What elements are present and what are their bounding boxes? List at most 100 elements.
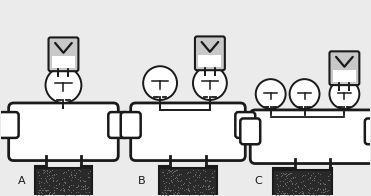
Point bbox=[167, 169, 173, 172]
Point bbox=[75, 177, 81, 180]
Point bbox=[295, 185, 301, 188]
Point bbox=[305, 188, 311, 191]
Point bbox=[60, 186, 66, 189]
Point bbox=[292, 189, 298, 192]
Point bbox=[192, 183, 198, 186]
Point bbox=[322, 182, 328, 185]
Point bbox=[86, 193, 92, 196]
Point bbox=[79, 188, 85, 191]
Point bbox=[78, 184, 83, 187]
Point bbox=[77, 179, 83, 182]
Point bbox=[44, 175, 50, 178]
Point bbox=[299, 189, 305, 192]
Point bbox=[177, 180, 183, 183]
Point bbox=[283, 191, 289, 194]
Bar bbox=[198, 55, 221, 67]
Point bbox=[75, 195, 81, 196]
Point bbox=[277, 195, 283, 196]
Point bbox=[161, 184, 167, 188]
Bar bbox=[273, 171, 332, 196]
Point bbox=[86, 169, 92, 172]
Point bbox=[176, 172, 182, 175]
Point bbox=[82, 180, 88, 183]
Point bbox=[210, 176, 216, 179]
Point bbox=[175, 185, 181, 188]
Point bbox=[61, 177, 67, 180]
Point bbox=[46, 177, 52, 180]
Point bbox=[175, 180, 181, 183]
Point bbox=[299, 192, 305, 195]
Point bbox=[36, 171, 42, 174]
Point bbox=[175, 173, 181, 177]
Point bbox=[170, 170, 176, 173]
Point bbox=[201, 192, 207, 196]
Point bbox=[197, 186, 203, 189]
Point bbox=[186, 181, 192, 184]
Point bbox=[174, 169, 180, 172]
Point bbox=[312, 193, 318, 196]
Point bbox=[308, 173, 313, 176]
Point bbox=[208, 194, 214, 196]
Point bbox=[165, 169, 171, 172]
Point bbox=[181, 189, 187, 192]
Point bbox=[307, 176, 313, 180]
Point bbox=[307, 193, 313, 196]
Point bbox=[209, 175, 215, 178]
Point bbox=[169, 169, 175, 172]
Point bbox=[77, 175, 83, 179]
Point bbox=[83, 191, 89, 194]
Point bbox=[170, 188, 175, 191]
Point bbox=[36, 188, 42, 191]
Point bbox=[311, 179, 317, 182]
Point bbox=[311, 176, 317, 180]
Point bbox=[197, 194, 203, 196]
Point bbox=[50, 177, 56, 180]
Point bbox=[300, 174, 306, 177]
Point bbox=[158, 193, 164, 196]
Point bbox=[61, 189, 67, 192]
Point bbox=[209, 172, 215, 175]
Point bbox=[75, 184, 81, 187]
Point bbox=[51, 188, 57, 191]
Point bbox=[53, 173, 59, 176]
Point bbox=[39, 192, 45, 195]
FancyBboxPatch shape bbox=[121, 112, 141, 138]
Point bbox=[206, 185, 212, 188]
Point bbox=[71, 169, 77, 172]
Point bbox=[273, 193, 279, 196]
Point bbox=[305, 171, 311, 174]
Point bbox=[66, 188, 72, 191]
Point bbox=[274, 174, 280, 177]
Point bbox=[47, 169, 53, 172]
Point bbox=[45, 188, 51, 191]
Point bbox=[281, 172, 287, 175]
Point bbox=[306, 188, 312, 191]
Point bbox=[274, 194, 280, 196]
Point bbox=[44, 169, 50, 172]
Point bbox=[315, 180, 321, 183]
Point bbox=[292, 176, 298, 179]
Point bbox=[160, 191, 166, 194]
Point bbox=[321, 182, 327, 185]
Point bbox=[164, 193, 170, 196]
Point bbox=[36, 181, 42, 184]
Point bbox=[41, 171, 47, 174]
Point bbox=[274, 176, 280, 179]
Point bbox=[165, 189, 171, 192]
Point bbox=[317, 178, 323, 181]
Point bbox=[201, 175, 207, 179]
Point bbox=[70, 195, 76, 196]
Point bbox=[186, 189, 192, 192]
Point bbox=[174, 173, 180, 176]
Point bbox=[301, 183, 307, 187]
Point bbox=[283, 172, 289, 175]
Point bbox=[73, 186, 79, 189]
Point bbox=[163, 181, 169, 184]
Point bbox=[168, 179, 174, 182]
Point bbox=[187, 182, 193, 185]
Point bbox=[199, 185, 205, 188]
Point bbox=[211, 169, 217, 172]
Point bbox=[72, 173, 78, 176]
Point bbox=[36, 191, 42, 194]
Point bbox=[77, 170, 83, 173]
